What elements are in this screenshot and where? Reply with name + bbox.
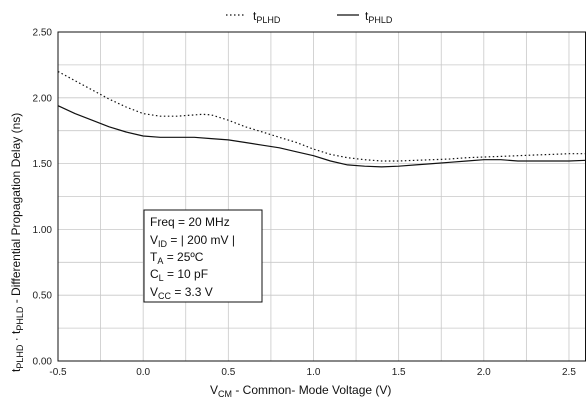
- y-tick-label: 0.00: [33, 357, 53, 368]
- legend-label-tphld: tPHLD: [365, 9, 393, 25]
- x-tick-label: 0.5: [221, 367, 235, 378]
- x-tick-label: 1.0: [307, 367, 321, 378]
- condition-freq: Freq = 20 MHz: [150, 215, 230, 229]
- y-axis-title: tPLHD · tPHLD - Differential Propagation…: [9, 113, 25, 372]
- series-line-tphld: [58, 106, 586, 167]
- y-tick-label: 1.50: [33, 159, 53, 170]
- x-tick-label: 2.5: [562, 367, 576, 378]
- x-axis-title: VCM - Common- Mode Voltage (V): [210, 383, 391, 399]
- series-layer: [58, 72, 586, 167]
- y-tick-label: 0.50: [33, 291, 53, 302]
- series-line-tplhd: [58, 72, 586, 162]
- y-tick-label: 2.00: [33, 93, 53, 104]
- x-tick-label: 0.0: [136, 367, 150, 378]
- y-tick-label: 2.50: [33, 28, 53, 39]
- grid: [58, 32, 586, 361]
- y-tick-label: 1.00: [33, 225, 53, 236]
- x-tick-label: 1.5: [392, 367, 406, 378]
- tick-labels: -0.5 0.0 0.5 1.0 1.5 2.0 2.5 0.00 0.50 1.00 1.50 2.…: [33, 28, 577, 379]
- legend: tPLHD tPHLD: [226, 9, 393, 25]
- x-tick-label: 2.0: [477, 367, 491, 378]
- legend-label-tplhd: tPLHD: [253, 9, 281, 25]
- test-conditions-box: Freq = 20 MHz VID = | 200 mV | TA = 25ºC…: [144, 210, 262, 302]
- x-tick-label: -0.5: [49, 367, 67, 378]
